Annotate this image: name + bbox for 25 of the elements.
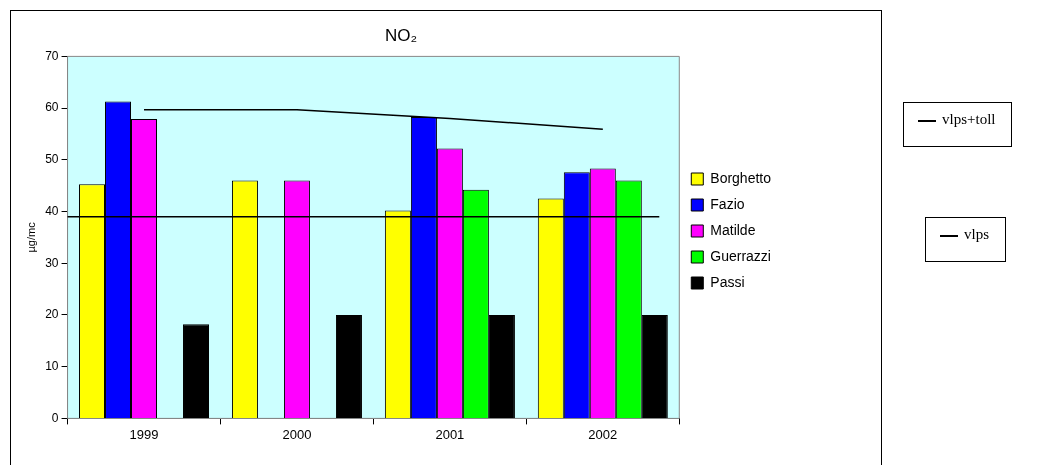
legend-label: Passi: [710, 273, 745, 290]
legend-label: vlps+toll: [942, 111, 996, 127]
bar: [488, 314, 515, 418]
chart-title: NO₂: [384, 25, 418, 45]
legend-label: Fazio: [710, 195, 745, 212]
legend-label: Borghetto: [710, 169, 772, 186]
y-axis-title: µg/mc: [24, 221, 37, 253]
bar: [641, 314, 668, 418]
y-tick-label: 0: [51, 410, 59, 425]
x-tick-label: 1999: [129, 426, 159, 442]
x-tick-label: 2002: [588, 426, 618, 442]
y-tick-label: 60: [45, 100, 59, 115]
y-tick-label: 30: [45, 255, 59, 270]
y-tick-label: 20: [45, 307, 59, 322]
legend-label: vlps: [964, 226, 990, 242]
bar: [183, 324, 210, 418]
bar: [335, 314, 362, 418]
x-tick-label: 2001: [435, 426, 465, 442]
x-tick-label: 2000: [282, 426, 312, 442]
y-tick-label: 50: [45, 152, 59, 167]
y-tick-label: 10: [45, 359, 59, 373]
legend-label: Matilde: [710, 221, 756, 238]
y-tick-label: 70: [45, 48, 59, 63]
y-tick-label: 40: [45, 203, 59, 218]
legend-label: Guerrazzi: [710, 247, 771, 264]
